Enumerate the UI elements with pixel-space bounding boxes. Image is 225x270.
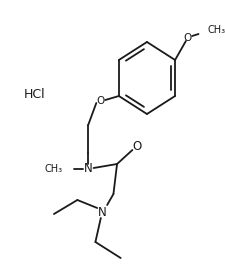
Text: O: O	[184, 33, 192, 43]
Text: HCl: HCl	[23, 89, 45, 102]
Text: N: N	[98, 205, 107, 218]
Text: CH₃: CH₃	[207, 25, 225, 35]
Text: O: O	[132, 140, 142, 153]
Text: N: N	[84, 163, 92, 176]
Text: O: O	[97, 96, 105, 106]
Text: CH₃: CH₃	[45, 164, 63, 174]
